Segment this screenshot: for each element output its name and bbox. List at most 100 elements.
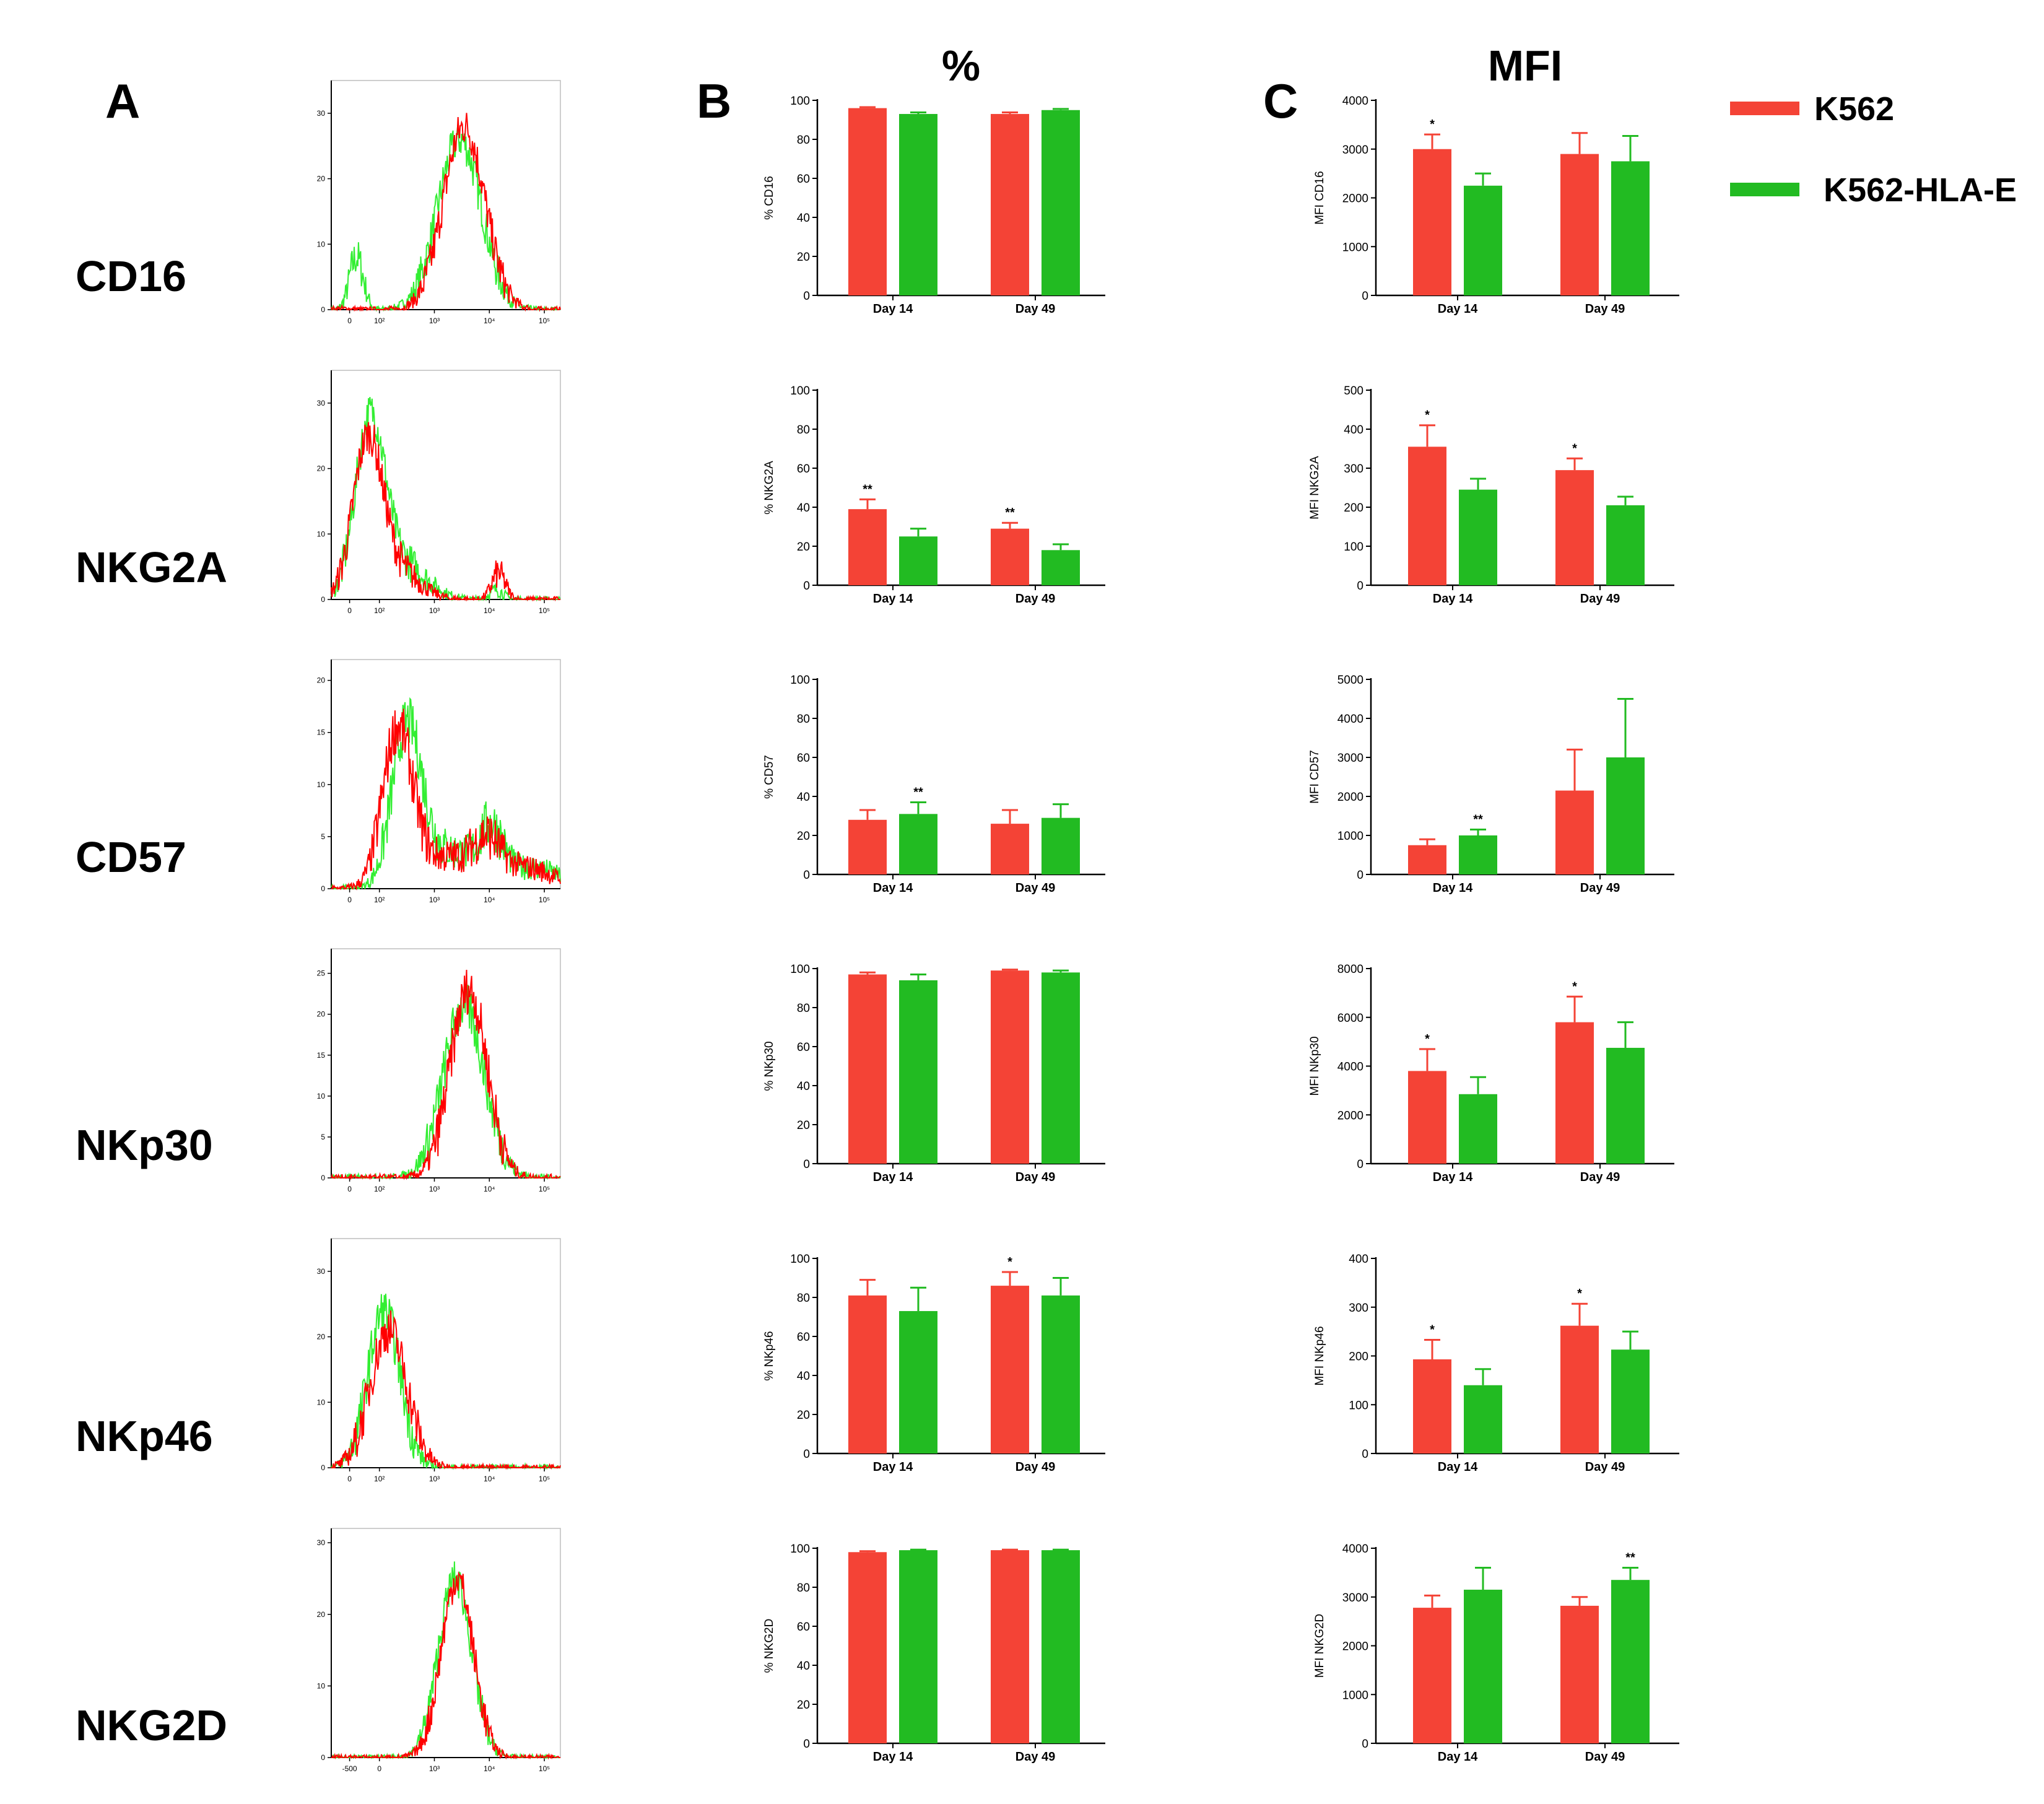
histogram-cd57: 0 5 10 15 20 0 10² 10³ 10⁴ 10⁵ [317,659,561,904]
bar-y-tick-label: 80 [797,1292,810,1305]
bar-k562 [991,824,1029,874]
histogram-x-tick-label: 10⁵ [539,895,550,904]
histogram-x-tick-label: 10⁴ [484,1764,495,1773]
bar-category-label: Day 14 [873,1460,913,1474]
bar-k562 [848,108,887,295]
bar-k562 [848,1295,887,1453]
bar-y-tick-label: 100 [790,963,810,976]
bar-k562-hla-e [899,1550,937,1743]
histogram-trace-red [331,969,561,1180]
histogram-y-tick-label: 20 [317,1010,326,1019]
bar-k562-hla-e [899,1311,937,1453]
bar-k562 [1408,447,1446,585]
bar-k562-hla-e [1042,1550,1080,1743]
bar-category-label: Day 49 [1585,302,1625,316]
histogram-y-tick-label: 5 [321,832,325,841]
marker-label-nkg2a: NKG2A [76,543,227,591]
histogram-x-tick-label: 10² [374,606,385,615]
bar-y-tick-label: 100 [790,1543,810,1556]
marker-label-nkp30: NKp30 [76,1121,213,1169]
bar-y-tick-label: 2000 [1337,791,1363,804]
significance-label: * [1425,409,1430,422]
bar-k562-hla-e [1611,1580,1650,1743]
histogram-x-tick-label: 10³ [429,1185,440,1193]
histogram-y-tick-label: 0 [321,595,325,604]
histogram-x-tick-label: 10² [374,316,385,325]
histogram-x-tick-label: 10³ [429,1764,440,1773]
bar-y-axis-label: % CD16 [763,176,776,220]
bar-k562 [1413,149,1451,295]
bar-k562 [991,1286,1029,1453]
bar-y-axis-label: % NKG2D [763,1619,776,1673]
histogram-trace-green [331,1293,561,1470]
bar-k562-hla-e [1611,1349,1650,1453]
histogram-x-tick-label: 10² [374,1185,385,1193]
bar-y-tick-label: 0 [803,1738,810,1751]
histogram-panels: 0 10 20 30 0 10² 10³ 10⁴ 10⁵ 0 10 20 30 0 10² 10³ 10⁴ 10⁵… [317,80,561,1773]
bar-y-tick-label: 6000 [1337,1012,1363,1025]
histogram-y-tick-label: 0 [321,305,325,314]
bar-k562 [1560,1325,1599,1453]
histogram-trace-green [331,983,561,1180]
histogram-trace-red [331,1310,561,1470]
bar-chart-c-cd57: 0 1000 2000 3000 4000 5000 MFI CD57 ** Day 14 Day… [1308,674,1674,895]
histogram-x-tick-label: 10⁵ [539,316,550,325]
bar-k562 [848,974,887,1164]
bar-y-tick-label: 0 [1362,290,1368,303]
significance-label: ** [863,482,872,496]
bar-k562 [1560,1605,1599,1743]
legend-swatch-k562 [1730,102,1799,115]
histogram-x-tick-label: 10² [374,1475,385,1483]
histogram-x-tick-label: 10⁴ [484,606,495,615]
significance-label: * [1430,118,1435,131]
histogram-x-tick-label: 10² [374,895,385,904]
bar-y-tick-label: 100 [790,674,810,687]
bar-y-tick-label: 100 [1344,541,1363,554]
bar-k562-hla-e [1459,835,1497,874]
bar-category-label: Day 49 [1585,1460,1625,1474]
bar-k562-hla-e [1606,505,1645,585]
bar-y-tick-label: 60 [797,1331,810,1344]
histogram-x-tick-label: 10³ [429,316,440,325]
bar-k562-hla-e [1042,1295,1080,1453]
bar-chart-b-cd16: 0 20 40 60 80 100 % CD16 Day 14 Day 49 [763,95,1105,316]
bar-y-tick-label: 200 [1349,1351,1368,1364]
bar-y-tick-label: 1000 [1342,1689,1368,1702]
histogram-trace-green [331,697,561,889]
legend-swatch-k562-hla-e [1730,183,1799,196]
bar-y-tick-label: 100 [790,385,810,398]
bar-y-tick-label: 20 [797,830,810,843]
histogram-nkp46: 0 10 20 30 0 10² 10³ 10⁴ 10⁵ [317,1238,561,1483]
bar-y-tick-label: 80 [797,713,810,726]
histogram-x-tick-label: 10⁵ [539,1764,550,1773]
bar-k562-hla-e [1606,757,1645,874]
bar-y-tick-label: 3000 [1337,752,1363,765]
bar-k562 [1555,790,1594,874]
bar-y-tick-label: 60 [797,463,810,476]
histogram-x-tick-label: 10³ [429,606,440,615]
histogram-y-tick-label: 10 [317,1398,326,1406]
histogram-y-tick-label: 20 [317,464,326,473]
bar-k562-hla-e [1042,110,1080,295]
bar-y-tick-label: 0 [1357,869,1363,882]
histogram-y-tick-label: 30 [317,109,326,118]
legend: K562 K562-HLA-E [1730,90,2017,209]
legend-label-k562-hla-e: K562-HLA-E [1824,172,2017,209]
bar-y-tick-label: 40 [797,502,810,515]
bar-category-label: Day 49 [1015,1750,1056,1764]
histogram-x-tick-label: 0 [347,895,352,904]
bar-y-tick-label: 0 [803,869,810,882]
bar-y-axis-label: MFI CD57 [1308,750,1321,804]
bar-y-tick-label: 0 [1357,1158,1363,1171]
bar-y-axis-label: % NKp46 [763,1331,776,1380]
histogram-x-tick-label: 0 [377,1764,381,1773]
significance-label: * [1425,1032,1430,1046]
histogram-y-tick-label: 10 [317,1092,326,1100]
bar-y-tick-label: 20 [797,541,810,554]
bar-chart-b-cd57: 0 20 40 60 80 100 % CD57 ** Day 14 Day 49 [763,674,1105,895]
histogram-y-tick-label: 20 [317,175,326,183]
bar-k562-hla-e [1459,489,1497,585]
histogram-trace-green [331,122,561,312]
bar-y-tick-label: 3000 [1342,144,1368,157]
histogram-y-tick-label: 30 [317,1538,326,1547]
